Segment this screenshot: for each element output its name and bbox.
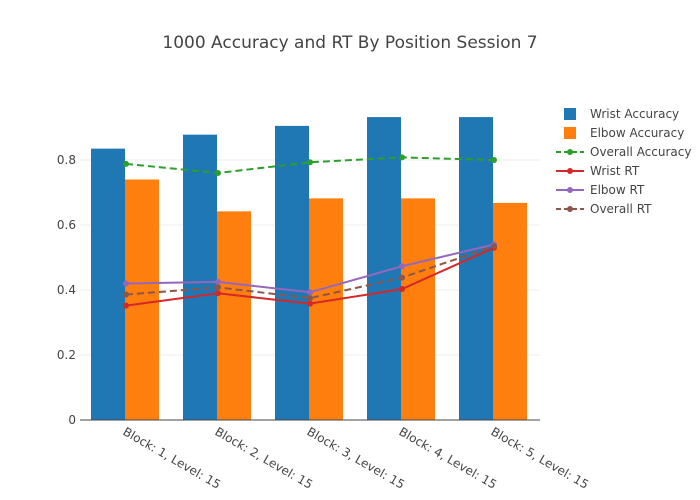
bar-elbow-accuracy[interactable] xyxy=(125,179,159,421)
y-tick-label: 0.2 xyxy=(57,348,76,362)
legend-marker xyxy=(567,168,573,174)
point-elbow-rt[interactable] xyxy=(215,278,221,285)
point-overall-rt[interactable] xyxy=(399,274,405,281)
point-wrist-rt[interactable] xyxy=(307,300,313,307)
bar-wrist-accuracy[interactable] xyxy=(275,125,309,420)
legend-label: Elbow RT xyxy=(590,183,645,197)
x-tick-label: Block: 1, Level: 15 xyxy=(121,424,224,491)
y-tick-label: 0.6 xyxy=(57,218,76,232)
point-elbow-rt[interactable] xyxy=(123,280,129,287)
legend-label: Overall RT xyxy=(590,202,652,216)
legend-item-elbow-accuracy[interactable]: Elbow Accuracy xyxy=(564,126,684,140)
legend-label: Wrist Accuracy xyxy=(590,107,679,121)
point-elbow-rt[interactable] xyxy=(399,263,405,270)
y-tick-label: 0 xyxy=(68,413,76,427)
legend-item-wrist-accuracy[interactable]: Wrist Accuracy xyxy=(564,107,679,121)
x-tick-label: Block: 2, Level: 15 xyxy=(213,424,316,491)
legend-item-overall-accuracy[interactable]: Overall Accuracy xyxy=(556,145,691,159)
legend-item-elbow-rt[interactable]: Elbow RT xyxy=(556,183,645,197)
x-tick-label: Block: 3, Level: 15 xyxy=(305,424,408,491)
bar-elbow-accuracy[interactable] xyxy=(217,211,251,420)
legend-item-wrist-rt[interactable]: Wrist RT xyxy=(556,164,640,178)
point-wrist-rt[interactable] xyxy=(215,290,221,297)
point-overall-accuracy[interactable] xyxy=(491,157,497,163)
y-tick-label: 0.8 xyxy=(57,153,76,167)
legend-label: Elbow Accuracy xyxy=(590,126,684,140)
bar-wrist-accuracy[interactable] xyxy=(91,148,125,420)
point-overall-accuracy[interactable] xyxy=(307,159,313,166)
legend-marker xyxy=(567,187,573,193)
point-overall-accuracy[interactable] xyxy=(123,160,129,167)
bars xyxy=(91,117,527,420)
x-tick-label: Block: 5, Level: 15 xyxy=(489,424,592,491)
point-elbow-rt[interactable] xyxy=(307,289,313,296)
legend-label: Overall Accuracy xyxy=(590,145,691,159)
point-overall-accuracy[interactable] xyxy=(399,154,405,161)
point-overall-rt[interactable] xyxy=(491,243,497,250)
bar-elbow-accuracy[interactable] xyxy=(309,198,343,420)
point-overall-rt[interactable] xyxy=(123,291,129,298)
x-tick-label: Block: 4, Level: 15 xyxy=(397,424,500,491)
legend-swatch xyxy=(564,108,576,120)
line-overall-accuracy[interactable] xyxy=(125,156,495,175)
legend-label: Wrist RT xyxy=(590,164,640,178)
chart-title: 1000 Accuracy and RT By Position Session… xyxy=(162,33,538,53)
lines xyxy=(123,154,497,309)
legend[interactable]: Wrist Accuracy Elbow Accuracy Overall Accu… xyxy=(556,107,691,216)
bar-wrist-accuracy[interactable] xyxy=(459,117,493,420)
point-wrist-rt[interactable] xyxy=(399,286,405,293)
legend-item-overall-rt[interactable]: Overall RT xyxy=(556,202,652,216)
bar-wrist-accuracy[interactable] xyxy=(183,134,217,420)
point-overall-rt[interactable] xyxy=(307,295,313,302)
legend-swatch xyxy=(564,127,576,139)
y-tick-label: 0.4 xyxy=(57,283,76,297)
point-overall-accuracy[interactable] xyxy=(215,170,221,176)
point-wrist-rt[interactable] xyxy=(123,302,129,309)
legend-marker xyxy=(567,206,573,212)
bar-elbow-accuracy[interactable] xyxy=(493,202,527,420)
line-overall-rt[interactable] xyxy=(125,245,495,300)
bar-elbow-accuracy[interactable] xyxy=(401,198,435,420)
legend-marker xyxy=(567,149,573,155)
point-overall-rt[interactable] xyxy=(215,284,221,291)
